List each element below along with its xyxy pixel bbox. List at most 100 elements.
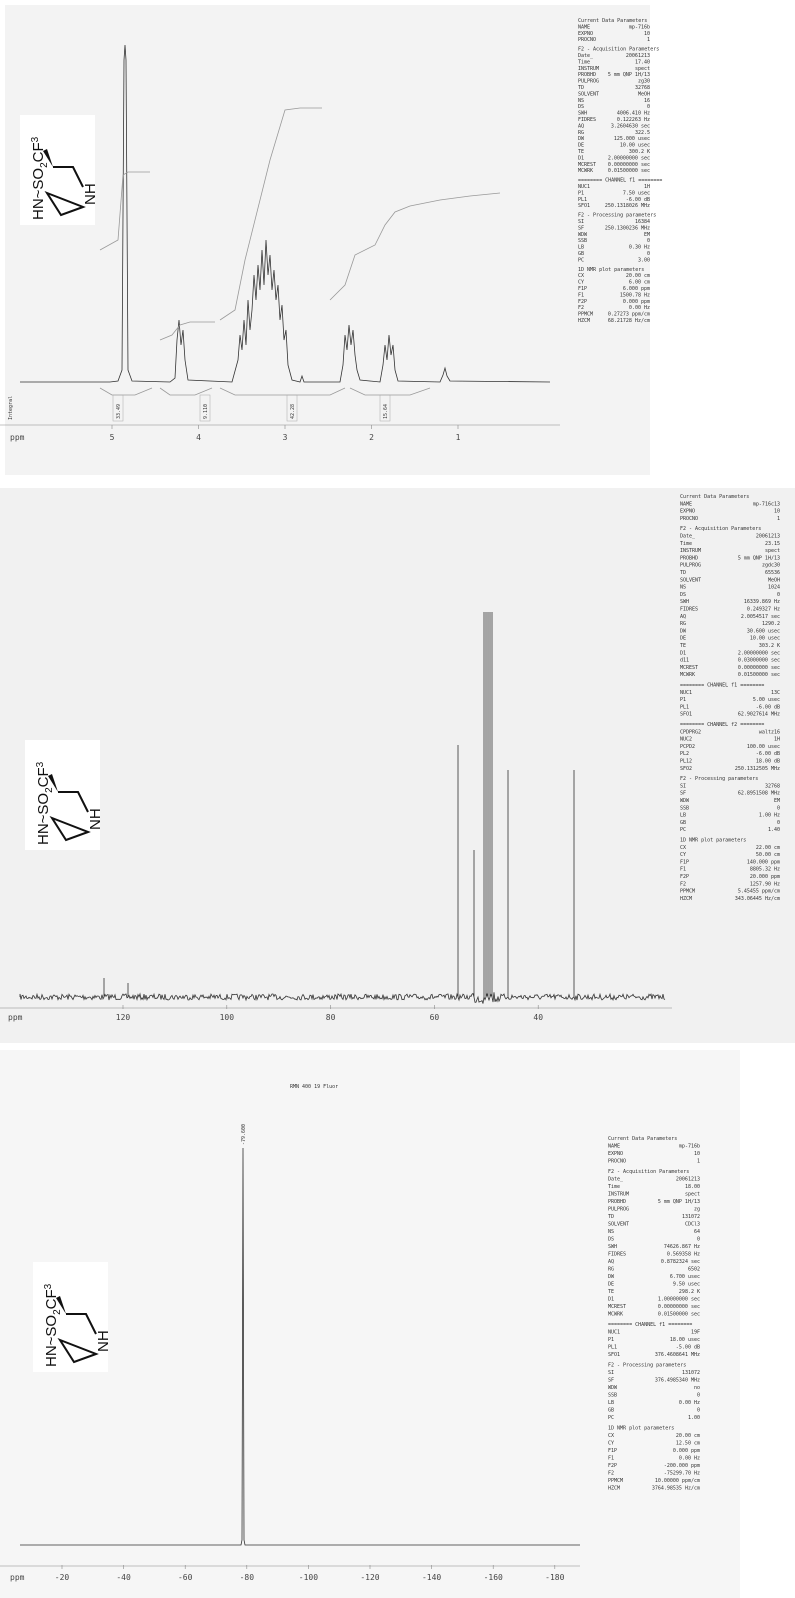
param-value: 18.00 [685, 1184, 700, 1190]
param-key: SFO1 [608, 1352, 620, 1358]
param-value: 6.000 ppm [623, 286, 650, 292]
param-value: 0.00000000 sec [658, 1304, 700, 1310]
param-key: DS [680, 592, 686, 598]
param-value: 1257.90 Hz [750, 881, 780, 887]
param-key: PPMCM [608, 1478, 623, 1484]
ring [57, 1313, 99, 1364]
tick-label: 40 [533, 1013, 543, 1022]
param-value: 1 [777, 516, 780, 522]
panel-1h [5, 5, 650, 475]
param-key: Time [608, 1184, 620, 1190]
param-value: 30.600 usec [747, 628, 780, 634]
param-key: P1 [680, 697, 686, 703]
param-key: F1 [680, 867, 686, 873]
param-value: 0 [697, 1408, 700, 1414]
param-key: HZCM [680, 896, 692, 902]
param-value: 1024 [768, 585, 780, 591]
formula-part: 3 [43, 1283, 54, 1289]
param-key: F2P [608, 1463, 617, 1469]
param-value: 5 mm QNP 1H/13 [608, 72, 650, 78]
param-value: 64 [694, 1229, 700, 1235]
param-value: 0 [697, 1237, 700, 1243]
tick-label: 1 [456, 433, 461, 442]
param-value: 10.00 usec [750, 636, 780, 642]
param-value: 16 [644, 98, 650, 104]
param-value: 2.00000000 sec [608, 155, 650, 161]
param-key: P1 [578, 190, 584, 196]
param-value: MeOH [768, 577, 780, 583]
param-key: SI [608, 1370, 614, 1376]
param-value: 0.00000000 sec [738, 665, 780, 671]
tick-label: -180 [545, 1573, 564, 1582]
param-key: SI [578, 219, 584, 225]
param-key: LB [578, 245, 584, 251]
param-value: 0.122263 Hz [617, 117, 650, 123]
param-value: 1.00 [688, 1415, 700, 1421]
integral-box [286, 394, 298, 422]
param-header: F2 - Acquisition Parameters [578, 47, 659, 53]
param-key: D1 [680, 650, 686, 656]
param-key: NUC1 [578, 184, 590, 190]
param-key: AQ [680, 614, 686, 620]
param-value: 74626.867 Hz [664, 1244, 700, 1250]
param-key: CX [608, 1433, 614, 1439]
param-value: 1.00000000 sec [658, 1297, 700, 1303]
tick-label: 4 [196, 433, 201, 442]
param-key: CY [608, 1441, 614, 1447]
param-key: DW [608, 1274, 615, 1280]
param-key: PROCNO [578, 37, 596, 43]
param-value: 0.01500000 sec [738, 672, 780, 678]
param-key: DS [608, 1237, 614, 1243]
param-key: Date_ [680, 534, 696, 540]
param-key: NS [680, 585, 686, 591]
param-value: 1290.2 [762, 621, 780, 627]
param-key: PROCNO [608, 1159, 626, 1165]
param-key: WDW [680, 798, 690, 804]
tick-label: 120 [116, 1013, 131, 1022]
param-key: PROBHD [680, 555, 698, 561]
param-key: PPMCM [680, 889, 695, 895]
param-value: 0.00000000 sec [608, 162, 650, 168]
param-key: SSB [680, 805, 689, 811]
param-value: 62.9027614 MHz [738, 712, 780, 718]
param-value: 376.4985340 MHz [655, 1378, 700, 1384]
param-key: SSB [578, 238, 587, 244]
param-value: 303.2 K [759, 643, 780, 649]
param-value: 0.00 Hz [629, 305, 650, 311]
param-key: F2 [680, 881, 686, 887]
param-key: F1P [608, 1448, 617, 1454]
param-value: 18.00 usec [670, 1337, 700, 1343]
param-value: 0.03000000 sec [738, 658, 780, 664]
param-value: 0.8782324 sec [661, 1259, 700, 1265]
param-key: RG [680, 621, 686, 627]
formula-part: CF [35, 767, 52, 787]
param-value: 3764.98535 Hz/cm [652, 1486, 700, 1492]
formula-part: CF [30, 142, 47, 162]
param-key: F1 [578, 292, 584, 298]
param-header: ======== CHANNEL f1 ======== [608, 1322, 692, 1328]
param-value: 1H [644, 184, 650, 190]
param-key: GB [680, 820, 686, 826]
param-value: 0 [647, 238, 650, 244]
param-value: spect [685, 1192, 700, 1198]
param-value: 8805.32 Hz [750, 867, 780, 873]
param-value: 6.700 usec [670, 1274, 700, 1280]
param-key: DW [578, 136, 585, 142]
param-header: ======== CHANNEL f1 ======== [680, 683, 764, 689]
param-value: 0 [647, 251, 650, 257]
integral-bracket [99, 387, 431, 396]
param-value: no [694, 1385, 700, 1391]
param-value: 5.45455 ppm/cm [738, 889, 780, 895]
param-value: 32768 [765, 783, 780, 789]
tick-label: -20 [55, 1573, 70, 1582]
param-value: 376.4608641 MHz [655, 1352, 700, 1358]
param-header: F2 - Acquisition Parameters [608, 1169, 689, 1175]
spectrum-1h [20, 44, 551, 383]
param-key: PL1 [578, 197, 587, 203]
param-key: SOLVENT [578, 91, 599, 97]
param-value: spect [765, 548, 780, 554]
ring-nh: NH [82, 183, 99, 205]
param-header: 1D NMR plot parameters [578, 267, 644, 273]
param-key: DS [578, 104, 584, 110]
param-key: d11 [680, 658, 689, 664]
